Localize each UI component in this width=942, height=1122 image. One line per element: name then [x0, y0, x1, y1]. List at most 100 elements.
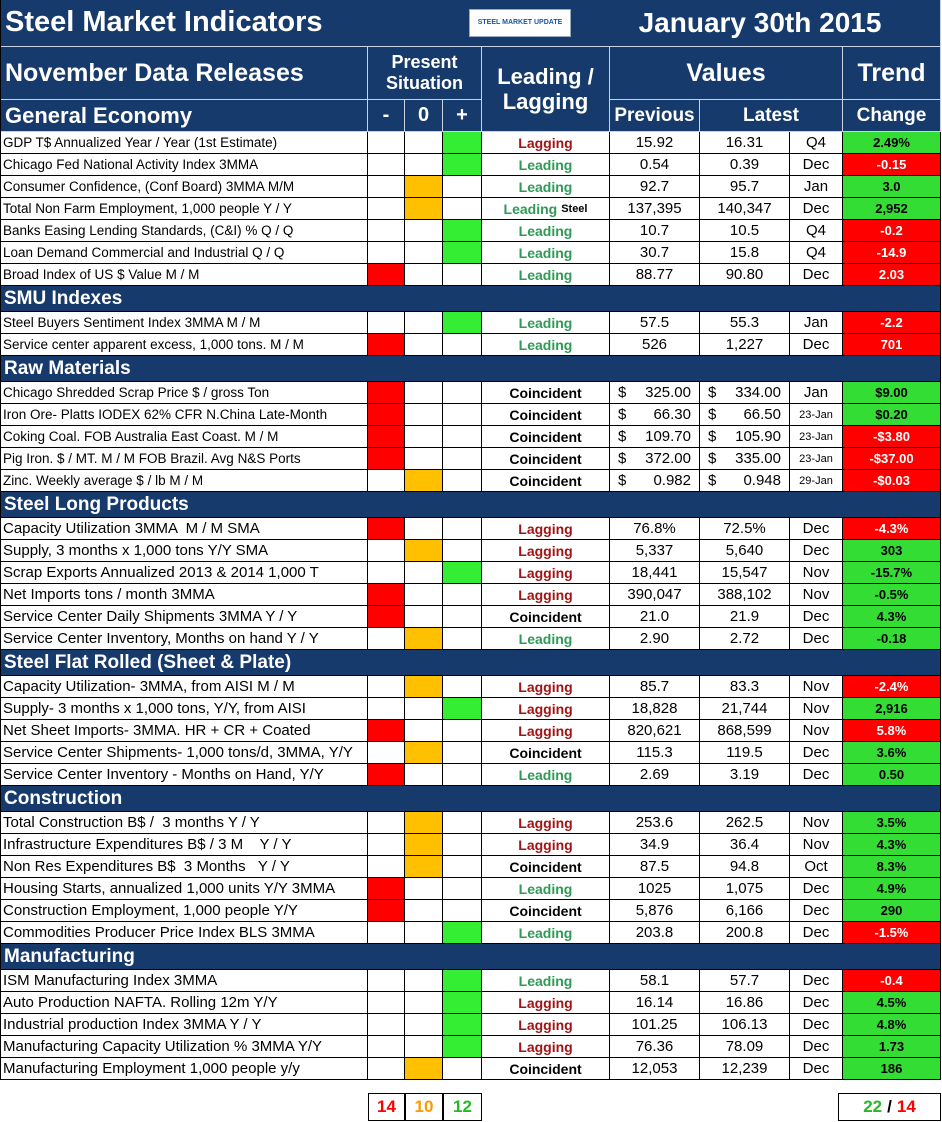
latest-value: 5,640: [700, 540, 790, 562]
period: Dec: [790, 1036, 843, 1058]
latest-value: 105.90: [735, 428, 781, 445]
previous-value: 87.5: [610, 856, 700, 878]
trend-header: Trend: [843, 47, 941, 100]
situation-cell: [405, 198, 443, 220]
type-cell: Leading: [482, 334, 610, 356]
situation-cell: [368, 922, 405, 944]
type: Leading: [518, 924, 573, 941]
situation-cell: [368, 970, 405, 992]
situation-cell: [368, 242, 405, 264]
type: Leading: [518, 314, 573, 331]
type: Lagging: [518, 994, 573, 1011]
previous-value: 16.14: [610, 992, 700, 1014]
previous-value: 253.6: [610, 812, 700, 834]
period: Nov: [790, 676, 843, 698]
section-header: Steel Flat Rolled (Sheet & Plate): [0, 650, 941, 676]
period: Dec: [790, 154, 843, 176]
latest-value: 15,547: [700, 562, 790, 584]
row-label: Total Construction B$ / 3 months Y / Y: [0, 812, 368, 834]
situation-cell: [443, 448, 482, 470]
previous-value: 18,828: [610, 698, 700, 720]
row-label: Service Center Inventory, Months on hand…: [0, 628, 368, 650]
type: Coincident: [509, 450, 582, 467]
previous-value: 76.36: [610, 1036, 700, 1058]
situation-cell: [443, 878, 482, 900]
period: Dec: [790, 518, 843, 540]
change: 4.3%: [843, 834, 941, 856]
period: Jan: [790, 382, 843, 404]
situation-cell: [368, 404, 405, 426]
type: Coincident: [509, 472, 582, 489]
change: -$37.00: [843, 448, 941, 470]
period: Dec: [790, 1014, 843, 1036]
change: 2.03: [843, 264, 941, 286]
latest-value: 1,227: [700, 334, 790, 356]
period: Q4: [790, 220, 843, 242]
change: -0.15: [843, 154, 941, 176]
type-cell: Lagging: [482, 584, 610, 606]
type: Leading: [518, 266, 573, 283]
row-label: Pig Iron. $ / MT. M / M FOB Brazil. Avg …: [0, 448, 368, 470]
row-label: Supply- 3 months x 1,000 tons, Y/Y, from…: [0, 698, 368, 720]
title: Steel Market Indicators: [0, 0, 460, 47]
latest-value: 12,239: [700, 1058, 790, 1080]
type-cell: Coincident: [482, 426, 610, 448]
date: January 30th 2015: [580, 0, 941, 47]
previous-value: 30.7: [610, 242, 700, 264]
row-label: Total Non Farm Employment, 1,000 people …: [0, 198, 368, 220]
change: 3.6%: [843, 742, 941, 764]
situation-cell: [368, 992, 405, 1014]
previous-value: 115.3: [610, 742, 700, 764]
row-label: Construction Employment, 1,000 people Y/…: [0, 900, 368, 922]
change: 8.3%: [843, 856, 941, 878]
situation-cell: [405, 742, 443, 764]
situation-cell: [443, 404, 482, 426]
situation-cell: [443, 970, 482, 992]
period: Dec: [790, 878, 843, 900]
period: Dec: [790, 540, 843, 562]
situation-cell: [443, 382, 482, 404]
type-cell: Lagging: [482, 720, 610, 742]
row-label: Commodities Producer Price Index BLS 3MM…: [0, 922, 368, 944]
latest-value: 868,599: [700, 720, 790, 742]
type-cell: Coincident: [482, 470, 610, 492]
situation-cell: [443, 264, 482, 286]
situation-cell: [405, 382, 443, 404]
latest-value: 334.00: [735, 384, 781, 401]
situation-cell: [405, 312, 443, 334]
latest-cell: $66.50: [700, 404, 790, 426]
period: Dec: [790, 900, 843, 922]
type: Lagging: [518, 1038, 573, 1055]
type: Lagging: [518, 700, 573, 717]
type: Leading: [518, 630, 573, 647]
period: Dec: [790, 992, 843, 1014]
change: 4.8%: [843, 1014, 941, 1036]
situation-cell: [368, 1058, 405, 1080]
section-header: Construction: [0, 786, 941, 812]
situation-cell: [368, 334, 405, 356]
situation-cell: [443, 1058, 482, 1080]
row-label: Banks Easing Lending Standards, (C&I) % …: [0, 220, 368, 242]
situation-level: 0: [405, 100, 443, 132]
type: Leading: [518, 766, 573, 783]
change: 2,952: [843, 198, 941, 220]
situation-cell: [405, 334, 443, 356]
situation-cell: [405, 764, 443, 786]
situation-cell: [443, 540, 482, 562]
row-label: Service Center Inventory - Months on Han…: [0, 764, 368, 786]
currency: $: [708, 450, 717, 467]
previous-header: Previous: [610, 100, 700, 132]
latest-value: 0.39: [700, 154, 790, 176]
period: Nov: [790, 562, 843, 584]
previous-value: 372.00: [645, 450, 691, 467]
logo-area: STEEL MARKET UPDATE: [460, 0, 580, 47]
situation-cell: [368, 176, 405, 198]
previous-value: 1025: [610, 878, 700, 900]
type: Coincident: [509, 608, 582, 625]
row-label: Capacity Utilization 3MMA M / M SMA: [0, 518, 368, 540]
latest-value: 21,744: [700, 698, 790, 720]
type-cell: Lagging: [482, 834, 610, 856]
type: Leading: [518, 336, 573, 353]
change: 3.5%: [843, 812, 941, 834]
